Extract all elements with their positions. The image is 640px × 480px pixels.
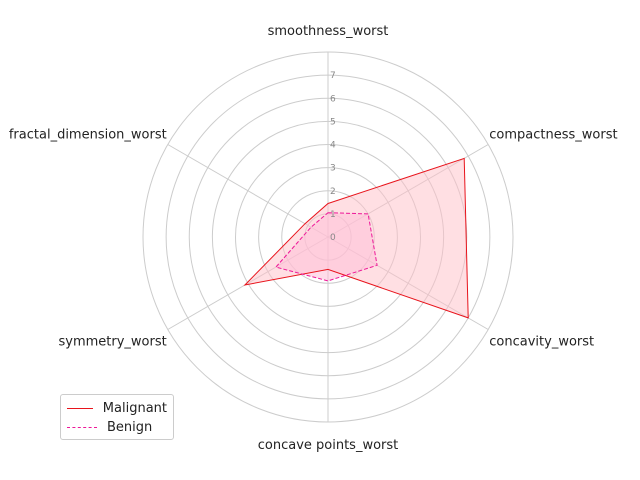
r-tick-label: 6 [330,94,336,104]
r-tick-label: 5 [330,117,336,127]
axis-label-1: compactness_worst [489,128,617,143]
axis-label-0: smoothness_worst [268,24,389,39]
legend-label-malignant: Malignant [102,401,167,416]
spoke-5 [167,144,329,238]
series-fill-benign [275,212,378,281]
legend: Malignant Benign [60,394,174,440]
legend-label-benign: Benign [107,420,153,435]
legend-entry-malignant: Malignant [67,399,167,418]
r-tick-label: 3 [330,164,336,174]
series-line-malignant [243,157,469,319]
axis-label-3: concave points_worst [258,438,399,453]
legend-entry-benign: Benign [67,418,167,437]
r-tick-label: 1 [330,210,336,220]
legend-swatch-malignant [67,408,93,409]
axis-label-2: concavity_worst [489,335,594,350]
r-tick-label: 0 [330,233,336,243]
label-layer: 0 1 2 3 4 5 6 7 smoothness_worst compactness_wors… [9,24,618,453]
series-layer [243,157,469,319]
r-tick-label: 7 [330,71,336,81]
axis-label-5: fractal_dimension_worst [9,128,167,143]
axis-label-4: symmetry_worst [58,335,166,350]
r-tick-label: 4 [330,141,336,151]
r-tick-label: 2 [330,187,336,197]
legend-swatch-benign [67,427,97,428]
